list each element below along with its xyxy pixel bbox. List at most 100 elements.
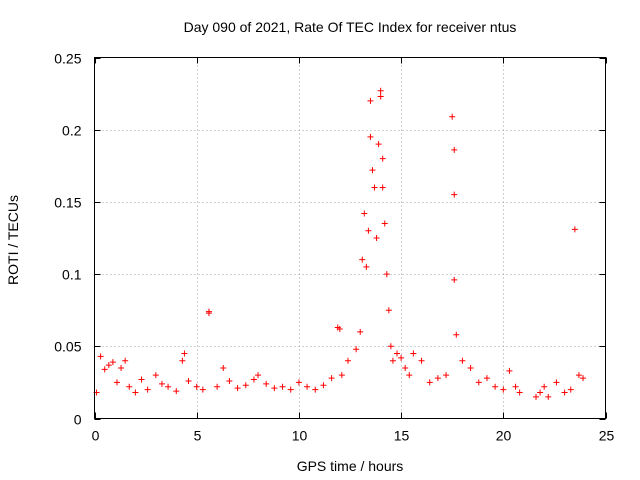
x-tick-label: 25 xyxy=(599,428,615,444)
data-point xyxy=(541,383,548,390)
x-tick-label: 10 xyxy=(292,428,308,444)
data-point xyxy=(434,375,441,382)
data-point xyxy=(506,367,513,374)
data-point xyxy=(97,353,104,360)
data-point xyxy=(338,372,345,379)
data-point xyxy=(492,383,499,390)
x-axis-label: GPS time / hours xyxy=(297,458,404,474)
data-point xyxy=(263,380,270,387)
x-tick-label: 20 xyxy=(496,428,512,444)
data-point xyxy=(451,191,458,198)
data-point xyxy=(369,167,376,174)
data-point xyxy=(483,375,490,382)
data-point xyxy=(336,325,343,332)
data-point xyxy=(105,362,112,369)
plot-frame xyxy=(94,57,606,419)
data-point xyxy=(571,226,578,233)
data-point xyxy=(467,364,474,371)
y-tick-label: 0.15 xyxy=(54,195,81,211)
data-point xyxy=(122,357,129,364)
data-point xyxy=(152,372,159,379)
data-point xyxy=(173,388,180,395)
data-point xyxy=(367,97,374,104)
data-point xyxy=(109,359,116,366)
x-tick-label: 0 xyxy=(92,428,100,444)
data-point xyxy=(361,210,368,217)
data-point xyxy=(158,380,165,387)
chart-title: Day 090 of 2021, Rate Of TEC Index for r… xyxy=(184,19,517,35)
data-point xyxy=(387,343,394,350)
data-point xyxy=(402,364,409,371)
data-point xyxy=(516,389,523,396)
data-point xyxy=(138,376,145,383)
data-point xyxy=(312,386,319,393)
data-point xyxy=(379,155,386,162)
data-point xyxy=(553,379,560,386)
data-point xyxy=(279,383,286,390)
data-point xyxy=(220,364,227,371)
data-point xyxy=(385,307,392,314)
grid xyxy=(94,57,606,419)
data-points xyxy=(93,87,587,400)
data-point xyxy=(389,357,396,364)
y-tick-label: 0.1 xyxy=(62,267,82,283)
data-point xyxy=(304,383,311,390)
axis-ticks: 0 5 10 15 20 25 0 0.05 0.1 0.15 0.2 0.25 xyxy=(54,51,614,444)
data-point xyxy=(165,383,172,390)
data-point xyxy=(381,220,388,227)
x-tick-label: 15 xyxy=(394,428,410,444)
data-point xyxy=(320,382,327,389)
data-point xyxy=(512,383,519,390)
data-point xyxy=(500,386,507,393)
data-point xyxy=(398,354,405,361)
data-point xyxy=(242,382,249,389)
data-point xyxy=(205,310,212,317)
data-point xyxy=(357,328,364,335)
data-point xyxy=(459,357,466,364)
data-point xyxy=(410,350,417,357)
y-tick-label: 0.25 xyxy=(54,51,81,67)
y-axis-label: ROTI / TECUs xyxy=(5,195,21,285)
data-point xyxy=(449,113,456,120)
data-point xyxy=(250,376,257,383)
y-tick-label: 0 xyxy=(74,412,82,428)
y-tick-label: 0.05 xyxy=(54,339,81,355)
data-point xyxy=(451,146,458,153)
data-point xyxy=(185,377,192,384)
data-point xyxy=(545,393,552,400)
data-point xyxy=(426,379,433,386)
data-point xyxy=(101,366,108,373)
data-point xyxy=(255,372,262,379)
data-point xyxy=(295,379,302,386)
data-point xyxy=(375,141,382,148)
data-point xyxy=(214,383,221,390)
data-point xyxy=(365,227,372,234)
data-point xyxy=(453,331,460,338)
data-point xyxy=(373,235,380,241)
data-point xyxy=(561,389,568,396)
data-point xyxy=(144,386,151,393)
y-tick-label: 0.2 xyxy=(62,123,82,139)
data-point xyxy=(377,87,384,94)
data-point xyxy=(344,357,351,364)
data-point xyxy=(475,379,482,386)
x-tick-label: 5 xyxy=(194,428,202,444)
data-point xyxy=(575,372,582,379)
data-point xyxy=(406,372,413,379)
data-point xyxy=(567,386,574,393)
data-point xyxy=(418,357,425,364)
data-point xyxy=(443,372,450,379)
data-point xyxy=(371,184,378,191)
data-point xyxy=(181,350,188,357)
data-point xyxy=(179,357,186,364)
data-point xyxy=(359,256,366,263)
data-point xyxy=(193,383,200,390)
data-point xyxy=(363,263,370,270)
data-point xyxy=(118,364,125,371)
data-point xyxy=(328,375,335,382)
data-point xyxy=(367,133,374,140)
data-point xyxy=(113,379,120,386)
data-point xyxy=(377,93,384,100)
data-point xyxy=(353,346,360,353)
